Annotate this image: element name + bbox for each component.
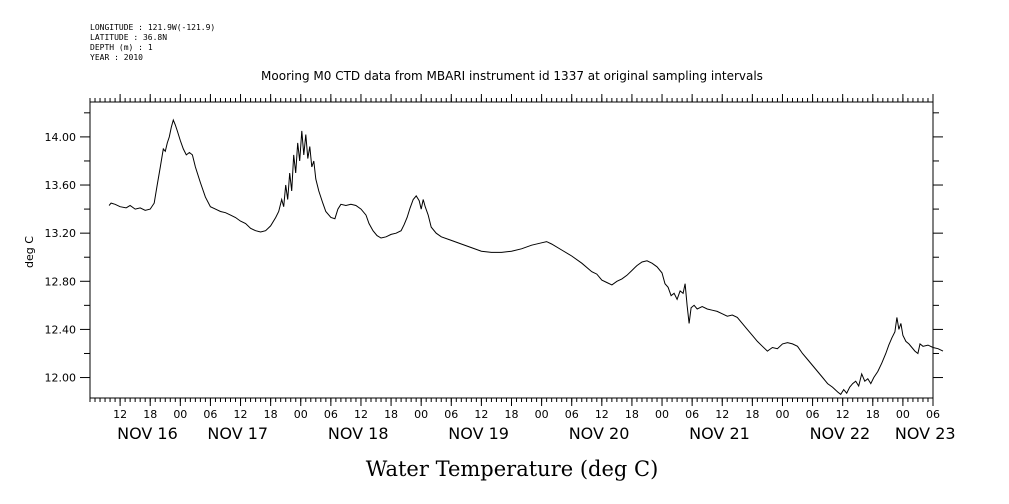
meta-latitude: LATITUDE : 36.8N: [90, 33, 168, 42]
x-tick-label: 18: [143, 408, 157, 421]
x-tick-label: 12: [234, 408, 248, 421]
plot-frame: [89, 101, 934, 399]
x-day-label: NOV 20: [569, 424, 630, 443]
x-tick-label: 00: [775, 408, 789, 421]
x-day-label: NOV 22: [810, 424, 871, 443]
x-day-label: NOV 17: [207, 424, 268, 443]
x-tick-label: 18: [625, 408, 639, 421]
x-tick-label: 18: [264, 408, 278, 421]
x-tick-label: 06: [444, 408, 458, 421]
y-tick-label: 14.00: [45, 131, 77, 144]
x-tick-label: 06: [685, 408, 699, 421]
x-day-label: NOV 23: [895, 424, 956, 443]
y-tick-label: 13.20: [45, 227, 77, 240]
x-tick-label: 18: [505, 408, 519, 421]
x-tick-label: 12: [474, 408, 488, 421]
x-tick-label: 18: [384, 408, 398, 421]
x-tick-label: 00: [294, 408, 308, 421]
x-day-label: NOV 18: [328, 424, 389, 443]
x-day-label: NOV 21: [689, 424, 750, 443]
x-day-label: NOV 19: [448, 424, 509, 443]
meta-depth: DEPTH (m) : 1: [90, 43, 153, 52]
x-tick-label: 00: [414, 408, 428, 421]
x-tick-label: 06: [203, 408, 217, 421]
x-tick-label: 00: [655, 408, 669, 421]
y-tick-label: 12.40: [45, 323, 77, 336]
chart-title: Mooring M0 CTD data from MBARI instrumen…: [261, 69, 763, 83]
x-tick-label: 06: [324, 408, 338, 421]
metadata-block: LONGITUDE : 121.9W(-121.9) LATITUDE : 36…: [90, 23, 215, 63]
x-tick-label: 06: [926, 408, 940, 421]
x-tick-label: 00: [173, 408, 187, 421]
x-tick-label: 12: [595, 408, 609, 421]
y-tick-label: 13.60: [45, 179, 77, 192]
x-day-label: NOV 16: [117, 424, 178, 443]
x-tick-label: 06: [565, 408, 579, 421]
y-axis-label: deg C: [23, 236, 36, 268]
x-tick-label: 12: [354, 408, 368, 421]
x-tick-label: 06: [806, 408, 820, 421]
x-tick-label: 12: [836, 408, 850, 421]
series-line: [108, 118, 944, 396]
x-axis-label: Water Temperature (deg C): [366, 457, 659, 481]
y-tick-label: 12.00: [45, 372, 77, 385]
x-tick-label: 12: [113, 408, 127, 421]
x-tick-label: 12: [715, 408, 729, 421]
axes-group: 12 18 00 06 12 18 00 06 12 18 00 06 12 18 00 06 12 18 00 06…: [45, 94, 956, 443]
x-tick-label: 18: [745, 408, 759, 421]
y-tick-label: 12.80: [45, 275, 77, 288]
x-tick-label: 18: [866, 408, 880, 421]
meta-longitude: LONGITUDE : 121.9W(-121.9): [90, 23, 216, 32]
meta-year: YEAR : 2010: [90, 53, 143, 62]
x-tick-label: 00: [896, 408, 910, 421]
x-tick-label: 00: [535, 408, 549, 421]
